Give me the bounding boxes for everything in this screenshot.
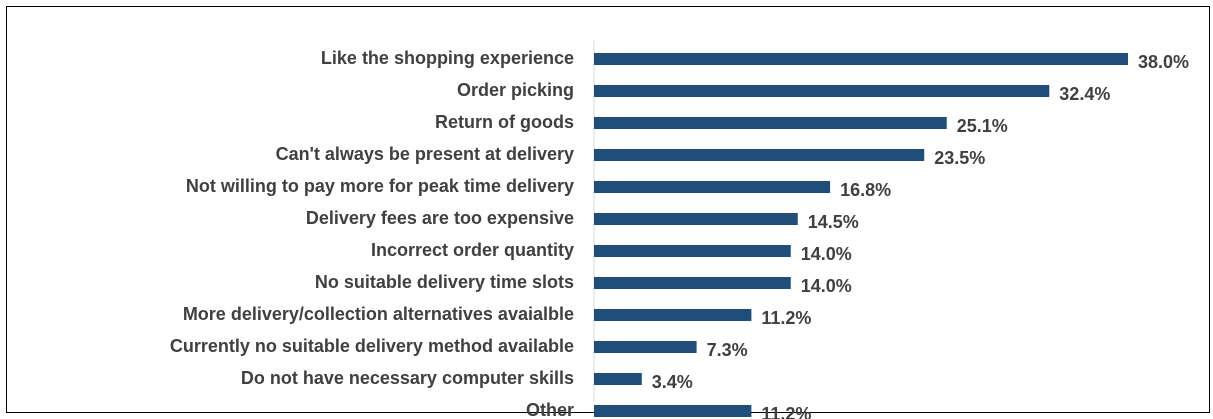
value-label: 3.4% — [652, 372, 693, 392]
category-label: No suitable delivery time slots — [315, 272, 574, 292]
bar — [594, 53, 1128, 65]
bar — [594, 213, 798, 225]
bar — [594, 245, 791, 257]
category-label: Can't always be present at delivery — [276, 144, 574, 164]
category-label: Do not have necessary computer skills — [241, 368, 574, 388]
bar — [594, 117, 947, 129]
value-label: 11.2% — [761, 308, 811, 328]
category-label: Order picking — [457, 80, 574, 100]
value-label: 14.0% — [801, 244, 852, 264]
value-label: 11.2% — [761, 404, 811, 419]
category-label: Incorrect order quantity — [371, 240, 574, 260]
value-label: 25.1% — [957, 116, 1008, 136]
bar — [594, 277, 791, 289]
value-label: 7.3% — [707, 340, 748, 360]
bar — [594, 373, 642, 385]
category-label: Like the shopping experience — [321, 48, 574, 68]
value-label: 16.8% — [840, 180, 891, 200]
category-label: Currently no suitable delivery method av… — [170, 336, 574, 356]
value-label: 38.0% — [1138, 52, 1189, 72]
value-label: 32.4% — [1059, 84, 1110, 104]
bar — [594, 181, 831, 193]
bar — [594, 309, 752, 321]
category-label: Delivery fees are too expensive — [306, 208, 574, 228]
value-label: 14.0% — [801, 276, 852, 296]
category-label: More delivery/collection alternatives av… — [183, 304, 574, 324]
bar — [594, 85, 1050, 97]
value-label: 14.5% — [808, 212, 859, 232]
bar — [594, 341, 697, 353]
category-label: Other — [526, 400, 574, 419]
bar — [594, 405, 752, 417]
bar — [594, 149, 925, 161]
category-label: Return of goods — [435, 112, 574, 132]
category-label: Not willing to pay more for peak time de… — [186, 176, 574, 196]
value-label: 23.5% — [934, 148, 985, 168]
